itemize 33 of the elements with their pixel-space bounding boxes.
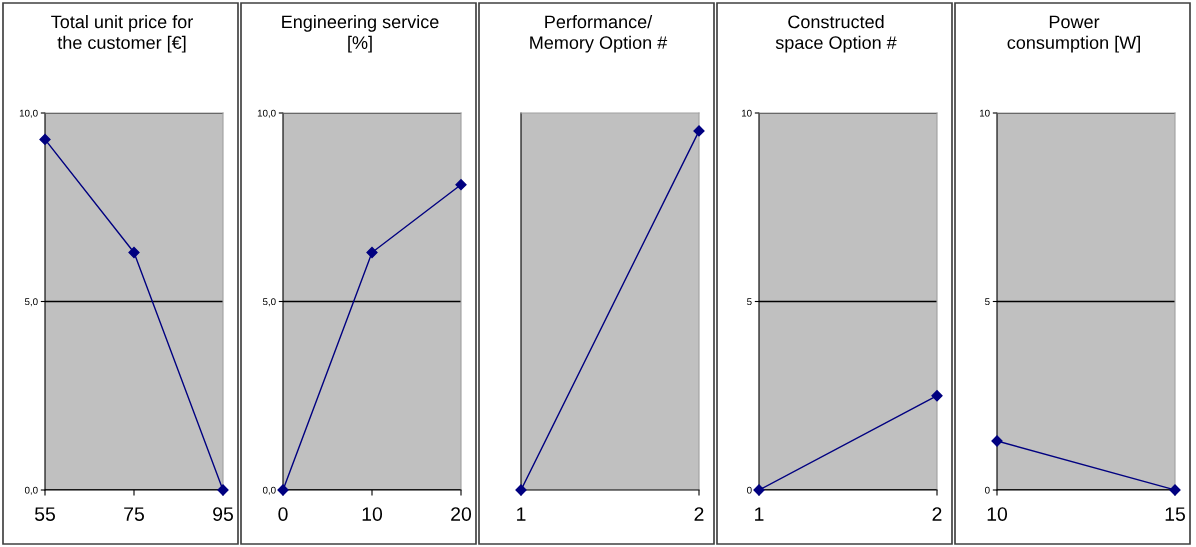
y-tick-label: 5,0 [24,298,38,307]
x-tick-label: 95 [213,507,233,521]
point [277,484,289,496]
y-tick-label: 5 [747,298,752,306]
y-tick-label: 0 [985,486,990,494]
y-tick-label: 5,0 [262,298,276,307]
x-tick-label: 1 [755,507,764,521]
x-tick-label: 75 [124,507,144,521]
chart-title: Total unit price for the customer [€] [51,15,193,53]
x-tick-label: 15 [1165,507,1185,521]
y-tick-label: 10,0 [19,109,38,118]
x-tick-label: 2 [932,507,942,521]
chart-title: Power consumption [W] [1007,15,1140,53]
chart-title: Constructed space Option # [775,15,897,53]
y-tick-label: 10,0 [257,109,276,118]
point [455,179,467,191]
y-tick-label: 0,0 [24,486,38,495]
point [366,246,378,259]
y-tick-label: 0,0 [262,486,276,495]
x-tick-label: 20 [451,507,472,521]
y-tick-label: 10 [741,109,752,117]
x-tick-label: 55 [34,507,55,521]
x-tick-label: 2 [694,507,704,521]
chart-title: Engineering service [%] [282,15,439,53]
x-tick-label: 10 [362,507,383,521]
y-tick-label: 0 [747,486,752,494]
point [128,246,140,259]
x-tick-label: 0 [278,507,288,521]
y-tick-label: 5 [985,298,990,306]
chart-title: Performance/ Memory Option # [530,15,668,53]
y-tick-label: 10 [979,109,990,117]
point [39,133,51,145]
x-tick-label: 1 [517,507,526,521]
